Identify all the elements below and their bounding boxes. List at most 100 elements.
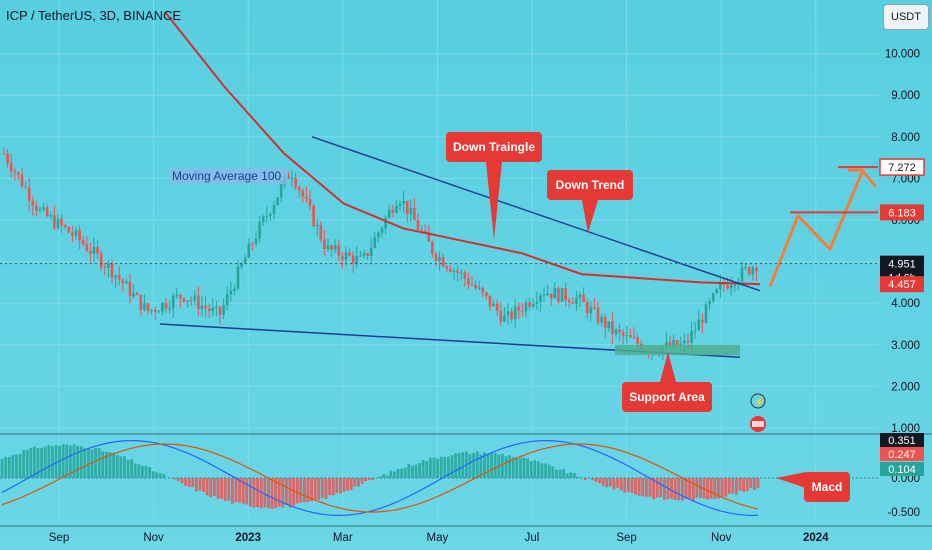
- candle: [182, 297, 186, 304]
- price-label-text: 4.951: [888, 259, 916, 271]
- macd-bar: [670, 478, 673, 499]
- macd-bar: [292, 478, 295, 506]
- candle-body: [369, 247, 373, 256]
- candle-body: [575, 297, 578, 304]
- macd-bar: [234, 478, 238, 502]
- candle: [528, 297, 531, 311]
- macd-bar: [490, 452, 493, 478]
- candle: [319, 221, 323, 243]
- candle: [751, 265, 755, 281]
- macd-bar: [238, 478, 241, 503]
- candle-body: [110, 263, 114, 278]
- price-label-box: [880, 204, 924, 221]
- macd-bar: [213, 478, 216, 496]
- candle: [218, 306, 222, 325]
- candle-body: [351, 255, 355, 264]
- macd-bar: [709, 478, 713, 499]
- down-trend-callout-text: Down Trend: [556, 178, 625, 192]
- candle-body: [549, 293, 553, 299]
- candle: [125, 278, 128, 284]
- macd-bar: [637, 478, 641, 496]
- macd-bar: [54, 445, 58, 478]
- macd-bar: [270, 478, 274, 509]
- candle-body: [431, 241, 434, 254]
- macd-value-text: 0.247: [888, 449, 916, 461]
- candle: [715, 287, 719, 295]
- candle-body: [107, 263, 110, 268]
- macd-bar: [706, 478, 709, 500]
- macd-bar: [133, 463, 137, 478]
- candle: [470, 275, 474, 287]
- candle: [510, 308, 513, 324]
- candle: [85, 236, 89, 253]
- candle-body: [488, 295, 492, 307]
- macd-bar: [475, 451, 479, 478]
- macd-bar: [673, 478, 677, 501]
- candle: [74, 226, 78, 241]
- macd-bar: [529, 461, 533, 478]
- macd-bar: [504, 456, 508, 478]
- macd-value-box: [880, 433, 924, 447]
- candle-body: [53, 215, 56, 228]
- down-triangle-callout: Down Traingle: [446, 132, 542, 240]
- macd-bar: [544, 463, 547, 478]
- macd-bar: [753, 478, 756, 490]
- y-tick-label: 2.000: [891, 381, 920, 393]
- macd-bar: [378, 476, 382, 478]
- y-tick-label: 9.000: [891, 90, 920, 102]
- candle-body: [269, 214, 272, 216]
- candle: [139, 294, 143, 316]
- candle-body: [348, 252, 351, 256]
- projection-path: [768, 171, 864, 288]
- macd-bar: [537, 461, 540, 478]
- macd-bar: [439, 456, 443, 478]
- macd-bar: [51, 446, 54, 478]
- macd-bar: [187, 478, 191, 487]
- candle: [492, 300, 495, 307]
- candle-body: [733, 285, 737, 287]
- candle-body: [6, 153, 9, 164]
- candle-body: [611, 321, 614, 334]
- candle-body: [679, 343, 683, 346]
- macd-bar: [612, 478, 616, 490]
- macd-bar: [349, 478, 353, 491]
- macd-bar: [299, 478, 303, 503]
- macd-bar: [634, 478, 637, 495]
- macd-bar: [659, 478, 663, 497]
- candle: [236, 260, 240, 291]
- candle-body: [517, 306, 521, 311]
- macd-bar: [18, 453, 22, 478]
- candle-body: [409, 207, 413, 215]
- candle: [506, 303, 510, 325]
- macd-bar: [483, 452, 486, 478]
- macd-bar: [112, 452, 115, 478]
- macd-bar: [339, 478, 342, 494]
- candle: [578, 291, 582, 307]
- candle: [265, 206, 269, 223]
- candle-body: [193, 295, 197, 301]
- candle: [387, 204, 391, 219]
- candle-body: [251, 243, 254, 245]
- candle-body: [693, 330, 697, 332]
- candle: [719, 274, 722, 298]
- macd-bar: [684, 478, 688, 499]
- currency-button[interactable]: USDT: [883, 4, 929, 30]
- macd-bar: [364, 478, 367, 482]
- lightning-icon-glyph: ⚡: [754, 396, 765, 408]
- macd-callout-text: Macd: [812, 480, 843, 494]
- macd-bar: [501, 453, 504, 478]
- candle: [513, 299, 517, 329]
- macd-bar: [619, 478, 623, 491]
- candle: [13, 168, 17, 181]
- price-label: 4.457: [880, 276, 924, 293]
- candle: [481, 286, 485, 298]
- macd-bar: [421, 460, 425, 478]
- candle-body: [330, 245, 333, 250]
- macd-bar: [691, 478, 695, 502]
- candle: [276, 196, 279, 206]
- candle: [701, 313, 704, 334]
- macd-bar: [551, 466, 555, 478]
- candle-body: [402, 200, 405, 204]
- macd-bar: [79, 446, 83, 478]
